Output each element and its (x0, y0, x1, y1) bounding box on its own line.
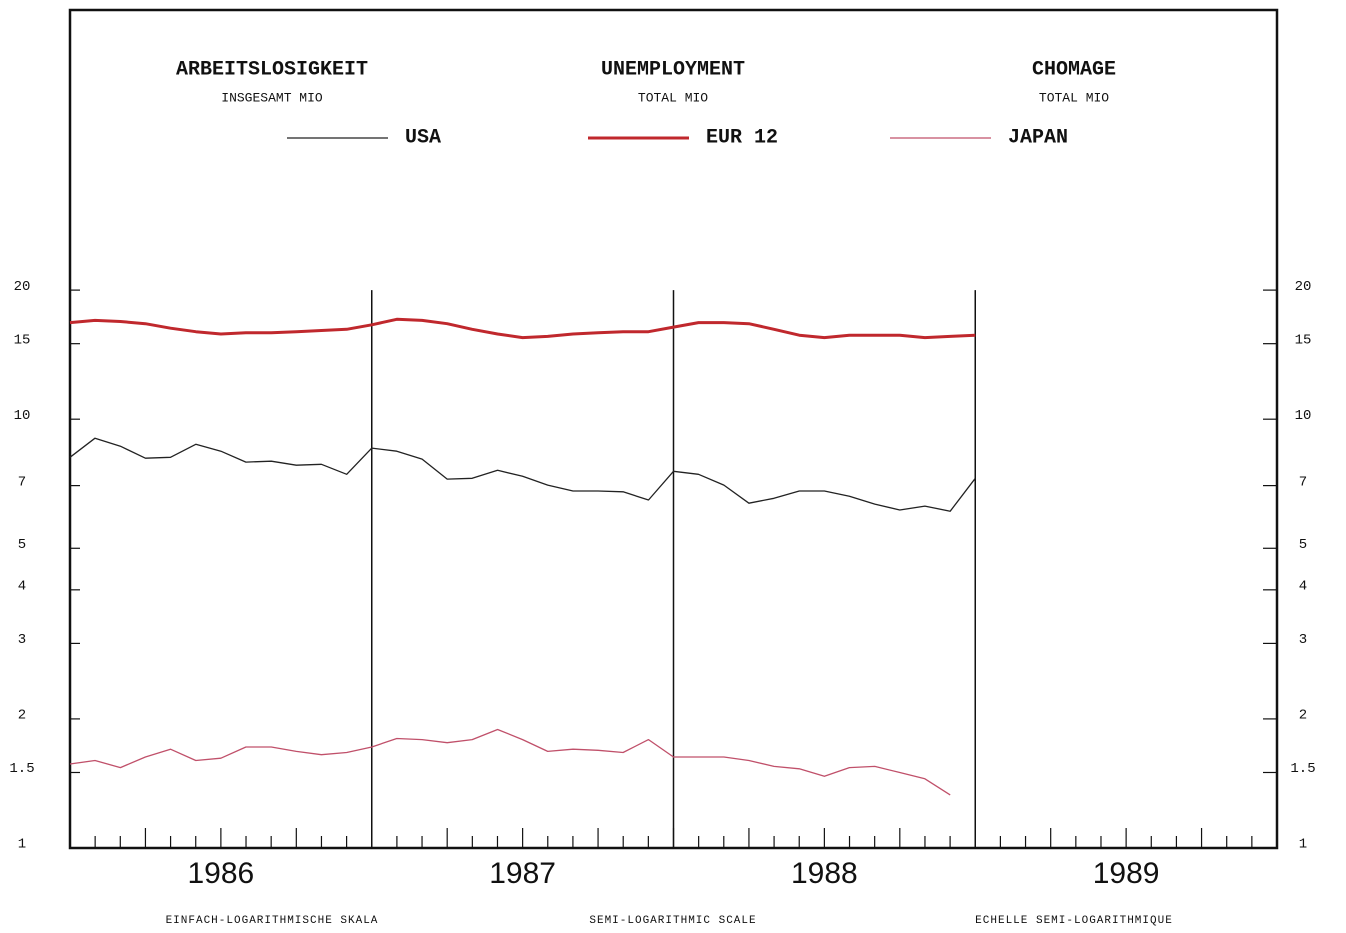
subtitle: TOTAL MIO (638, 90, 708, 105)
y-tick-label-right: 7 (1299, 474, 1307, 490)
y-tick-label-right: 10 (1295, 408, 1312, 424)
legend-label: EUR 12 (706, 126, 778, 149)
y-tick-label: 7 (18, 474, 26, 490)
y-tick-label: 2 (18, 708, 26, 724)
y-tick-label-right: 2 (1299, 708, 1307, 724)
scale-note: EINFACH-LOGARITHMISCHE SKALA (166, 915, 379, 927)
y-tick-label-right: 1 (1299, 837, 1307, 853)
y-tick-label-right: 20 (1295, 279, 1312, 295)
y-tick-label-right: 4 (1299, 579, 1307, 595)
y-tick-label: 10 (14, 408, 31, 424)
series-line (69, 728, 951, 796)
y-tick-label: 1 (18, 837, 26, 853)
scale-note: ECHELLE SEMI-LOGARITHMIQUE (975, 915, 1173, 927)
legend-label: JAPAN (1008, 126, 1068, 149)
subtitle: TOTAL MIO (1039, 90, 1109, 105)
y-tick-label: 4 (18, 579, 26, 595)
scale-note: SEMI-LOGARITHMIC SCALE (589, 915, 756, 927)
y-tick-label-right: 5 (1299, 537, 1307, 553)
x-tick-label: 1987 (489, 857, 556, 890)
x-tick-label: 1988 (791, 857, 858, 890)
y-tick-label-right: 1.5 (1290, 761, 1315, 777)
y-tick-label: 1.5 (9, 761, 34, 777)
series-line (69, 437, 976, 512)
title: ARBEITSLOSIGKEIT (176, 58, 368, 81)
legend-label: USA (405, 126, 441, 149)
y-tick-label: 15 (14, 332, 31, 348)
title: UNEMPLOYMENT (601, 58, 745, 81)
y-tick-label: 3 (18, 632, 26, 648)
y-tick-label-right: 3 (1299, 632, 1307, 648)
series-line (69, 317, 976, 340)
x-tick-label: 1986 (188, 857, 255, 890)
x-tick-label: 1989 (1093, 857, 1160, 890)
y-tick-label: 20 (14, 279, 31, 295)
y-tick-label: 5 (18, 537, 26, 553)
title: CHOMAGE (1032, 58, 1116, 81)
y-tick-label-right: 15 (1295, 332, 1312, 348)
subtitle: INSGESAMT MIO (221, 90, 323, 105)
